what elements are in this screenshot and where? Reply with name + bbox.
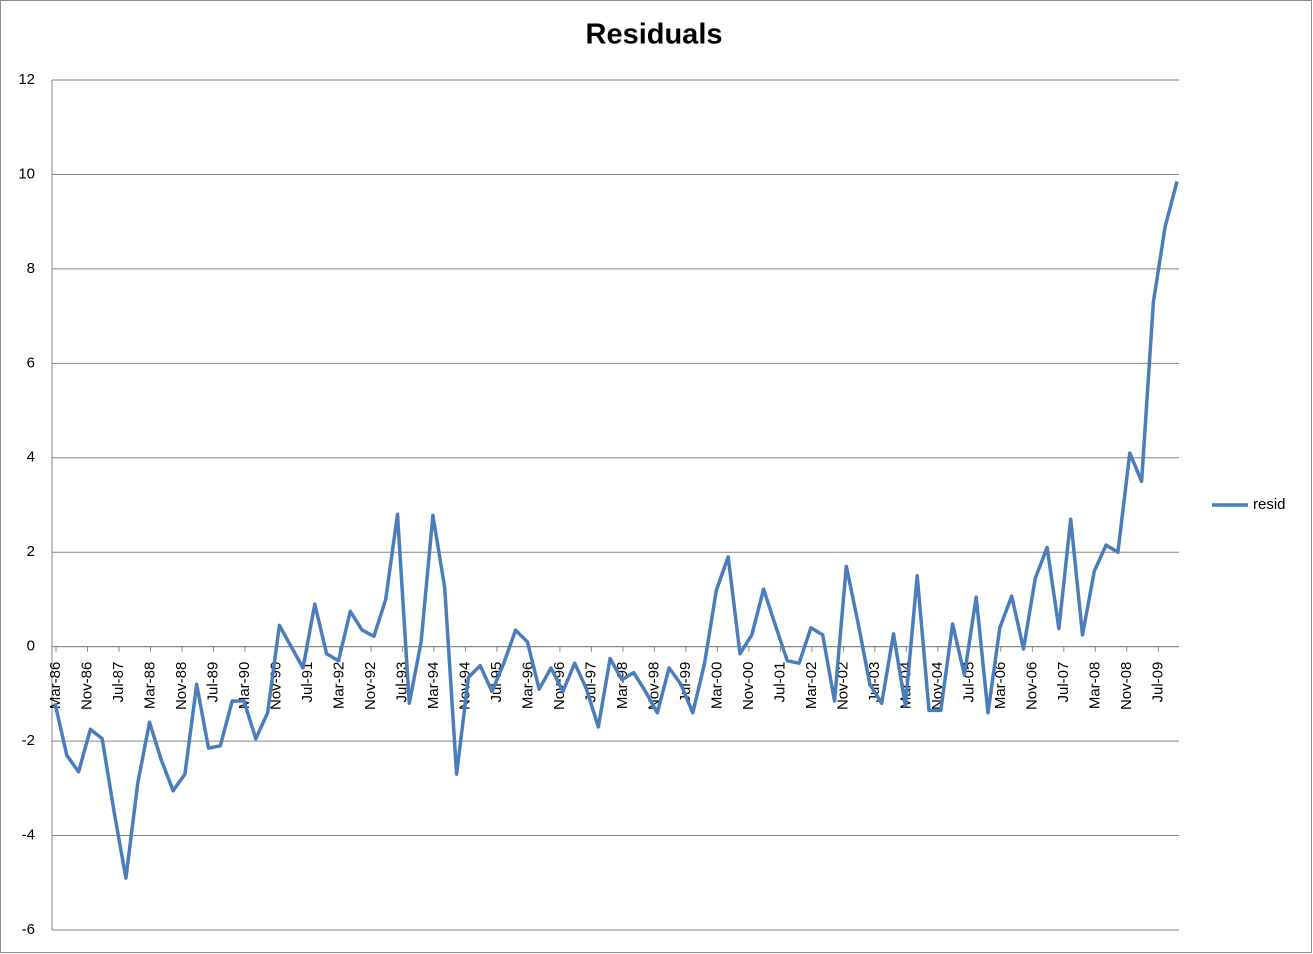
y-tick-label: 10 [18, 165, 35, 182]
x-tick-label: Mar-08 [1086, 662, 1103, 710]
y-tick-label: -6 [22, 921, 35, 938]
y-tick-label: 4 [27, 449, 35, 466]
x-tick-label: Mar-86 [47, 662, 64, 710]
y-tick-label: 8 [27, 260, 35, 277]
x-tick-label: Nov-86 [78, 662, 95, 710]
legend-label: resid [1253, 496, 1286, 513]
x-tick-label: Jul-09 [1149, 662, 1166, 703]
x-tick-label: Jul-99 [677, 662, 694, 703]
x-tick-label: Nov-94 [456, 662, 473, 710]
y-tick-label: 2 [27, 543, 35, 560]
y-tick-label: 6 [27, 354, 35, 371]
y-tick-label: -2 [22, 732, 35, 749]
x-tick-label: Jul-07 [1055, 662, 1072, 703]
x-tick-label: Mar-02 [803, 662, 820, 710]
x-tick-label: Mar-94 [425, 662, 442, 710]
x-tick-label: Nov-08 [1118, 662, 1135, 710]
x-tick-label: Mar-00 [708, 662, 725, 710]
x-tick-label: Mar-88 [141, 662, 158, 710]
x-tick-label: Jul-03 [866, 662, 883, 703]
x-tick-label: Mar-96 [519, 662, 536, 710]
y-tick-label: -4 [22, 827, 35, 844]
x-tick-label: Mar-06 [992, 662, 1009, 710]
x-tick-label: Mar-90 [236, 662, 253, 710]
x-tick-label: Nov-88 [173, 662, 190, 710]
y-tick-label: 12 [18, 71, 35, 88]
chart-title: Residuals [586, 19, 723, 51]
x-tick-label: Mar-92 [330, 662, 347, 710]
x-tick-label: Jul-91 [299, 662, 316, 703]
x-tick-label: Nov-00 [740, 662, 757, 710]
x-tick-label: Nov-06 [1023, 662, 1040, 710]
legend-item: resid [1212, 496, 1286, 513]
x-tick-label: Jul-87 [110, 662, 127, 703]
series-line [53, 181, 1179, 880]
x-tick-label: Nov-92 [362, 662, 379, 710]
x-tick-label: Jul-89 [204, 662, 221, 703]
y-tick-label: 0 [27, 638, 35, 655]
x-tick-label: Jul-01 [771, 662, 788, 703]
